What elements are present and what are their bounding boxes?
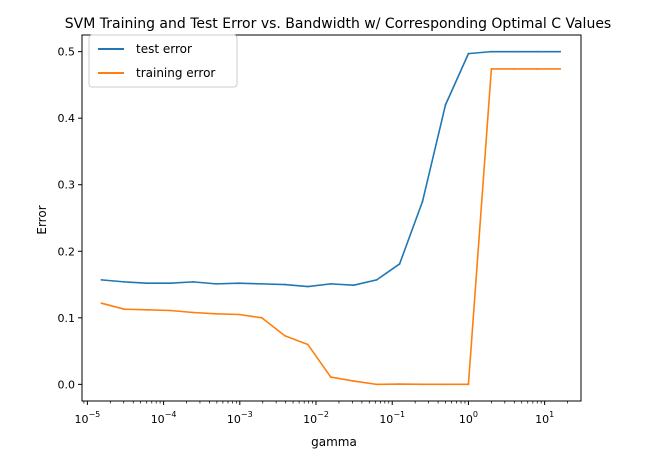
data-point-test-error: [559, 50, 562, 53]
data-point-training-error: [146, 308, 149, 311]
data-point-test-error: [467, 52, 470, 55]
data-point-test-error: [536, 50, 539, 53]
data-point-test-error: [123, 280, 126, 283]
x-tick-label: 10−3: [227, 410, 253, 426]
plot-frame: [81, 34, 582, 402]
x-tick-label: 10−5: [74, 410, 100, 426]
x-axis-label: gamma: [311, 435, 357, 449]
data-point-test-error: [146, 282, 149, 285]
legend-label-training-error: training error: [136, 66, 215, 80]
data-point-training-error: [559, 68, 562, 70]
series-layer: [100, 50, 562, 386]
legend-label-test-error: test error: [136, 42, 192, 56]
y-tick-label: 0.1: [58, 312, 76, 325]
x-tick-label: 10−4: [151, 410, 177, 426]
y-axis: 0.0 0.1 0.2 0.3 0.4 0.5: [58, 46, 82, 391]
data-point-training-error: [444, 383, 447, 386]
data-point-training-error: [490, 68, 493, 70]
data-point-test-error: [261, 282, 263, 285]
data-point-test-error: [352, 284, 355, 287]
data-point-training-error: [306, 343, 309, 346]
y-tick-label: 0.2: [58, 245, 76, 258]
data-point-training-error: [352, 380, 355, 382]
x-tick-label: 10−2: [303, 410, 329, 426]
data-point-test-error: [513, 50, 516, 53]
y-axis-label: Error: [35, 205, 49, 234]
data-point-test-error: [375, 278, 378, 281]
data-point-training-error: [283, 334, 286, 337]
data-point-test-error: [329, 282, 332, 285]
data-point-training-error: [513, 68, 516, 70]
data-point-training-error: [238, 313, 240, 316]
y-tick-label: 0.5: [58, 46, 76, 59]
x-tick-label: 10−1: [379, 410, 405, 426]
x-tick-label: 101: [535, 410, 554, 426]
data-point-training-error: [100, 302, 103, 305]
data-point-test-error: [421, 200, 424, 203]
data-point-training-error: [329, 376, 332, 378]
data-point-training-error: [375, 383, 378, 386]
x-tick-label: 100: [459, 410, 478, 426]
y-tick-label: 0.0: [58, 378, 76, 391]
data-point-test-error: [398, 263, 401, 265]
legend-box: [88, 34, 238, 88]
data-point-test-error: [444, 103, 447, 106]
data-point-training-error: [215, 312, 217, 315]
data-point-test-error: [490, 50, 493, 53]
data-point-test-error: [283, 283, 286, 286]
data-point-training-error: [123, 308, 126, 311]
data-point-training-error: [467, 383, 470, 386]
data-point-training-error: [261, 316, 263, 319]
legend: test error training error: [88, 34, 238, 88]
data-point-training-error: [192, 311, 195, 314]
data-point-test-error: [306, 285, 309, 288]
data-point-test-error: [238, 282, 240, 285]
chart-title: SVM Training and Test Error vs. Bandwidt…: [65, 16, 611, 32]
x-axis: 10−5 10−4 10−3 10−2 10−1 100 101: [74, 401, 568, 426]
series-line-training-error: [101, 68, 561, 386]
data-point-training-error: [421, 383, 424, 386]
data-point-test-error: [100, 278, 103, 281]
data-point-training-error: [398, 383, 401, 385]
data-point-test-error: [192, 280, 195, 283]
y-tick-label: 0.4: [58, 112, 76, 125]
data-point-training-error: [169, 309, 172, 312]
data-point-training-error: [536, 68, 539, 70]
y-tick-label: 0.3: [58, 179, 76, 192]
data-point-test-error: [215, 282, 217, 285]
data-point-test-error: [169, 282, 172, 285]
